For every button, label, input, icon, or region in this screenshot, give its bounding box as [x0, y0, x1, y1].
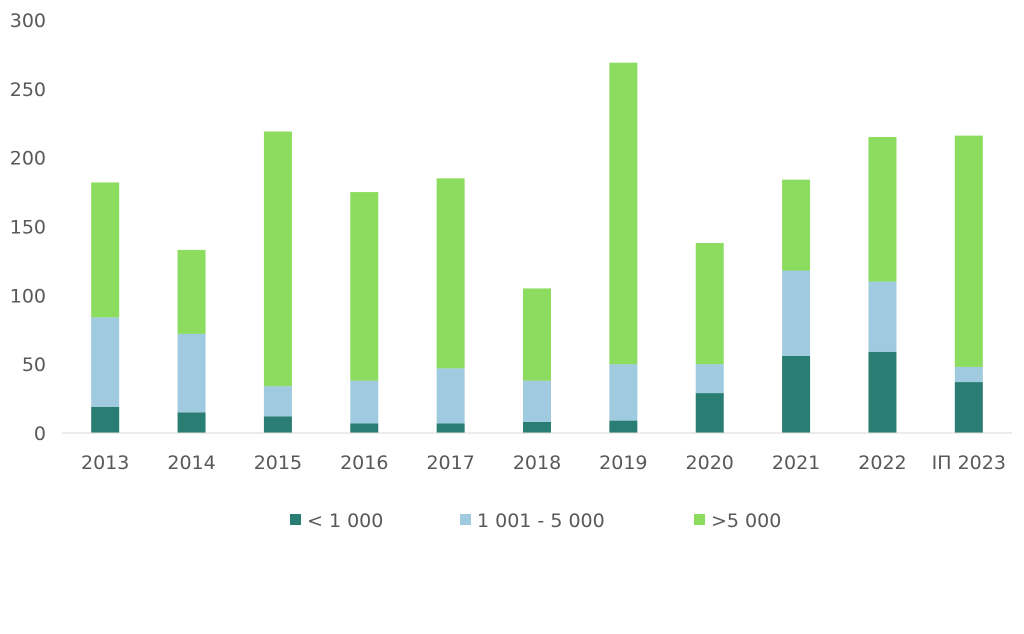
bar-segment-3-2015 [263, 131, 292, 387]
bar-segment-3-іп-2023 [954, 135, 983, 367]
x-tick-label: 2020 [686, 452, 734, 474]
bar-segment-1-2016 [350, 423, 379, 433]
x-tick-label: 2015 [254, 452, 302, 474]
legend: < 1 000 1 001 - 5 000 >5 000 [290, 510, 781, 532]
bar-segment-2-2014 [177, 333, 206, 413]
bar-segment-2-2018 [523, 380, 551, 422]
legend-swatch-2 [460, 514, 471, 525]
y-tick-label: 0 [34, 423, 46, 445]
bar-segment-1-2022 [868, 351, 897, 433]
bar-segment-3-2014 [177, 249, 206, 334]
legend-label-2: 1 001 - 5 000 [477, 510, 605, 532]
legend-swatch-3 [694, 514, 705, 525]
bar-segment-2-2015 [263, 386, 292, 417]
bar-segment-3-2017 [436, 178, 465, 369]
bar-segment-1-2019 [609, 420, 638, 433]
x-tick-label: 2022 [858, 452, 906, 474]
bar-segment-1-2021 [782, 355, 811, 433]
bar-segment-2-2020 [695, 364, 724, 394]
bar-segment-1-2020 [695, 393, 724, 433]
y-tick-label: 150 [10, 217, 46, 239]
y-tick-label: 50 [22, 354, 46, 376]
x-tick-label: 2016 [340, 452, 388, 474]
x-tick-label: 2019 [599, 452, 647, 474]
bar-segment-1-2014 [177, 412, 206, 433]
bar-segment-1-2018 [523, 421, 551, 433]
bar-segment-2-2019 [609, 364, 638, 421]
x-tick-label: 2018 [513, 452, 561, 474]
bar-segment-1-2013 [91, 406, 120, 433]
legend-label-3: >5 000 [711, 510, 781, 532]
y-axis: 0 50 100 150 200 250 300 [10, 10, 46, 445]
bar-segment-3-2013 [91, 182, 120, 318]
bar-segment-1-іп-2023 [954, 382, 983, 433]
x-tick-label: 2017 [426, 452, 474, 474]
bars [91, 62, 983, 433]
bar-segment-2-2013 [91, 317, 120, 407]
bar-segment-1-2015 [263, 416, 292, 433]
bar-segment-3-2016 [350, 192, 379, 381]
bar-segment-3-2020 [695, 243, 724, 365]
legend-label-1: < 1 000 [307, 510, 383, 532]
bar-segment-3-2018 [523, 288, 551, 381]
y-tick-label: 250 [10, 79, 46, 101]
x-tick-label: 2021 [772, 452, 820, 474]
bar-segment-2-2022 [868, 281, 897, 352]
bar-segment-1-2017 [436, 423, 465, 433]
x-axis: 2013 2014 2015 2016 2017 2018 2019 2020 2021 2022… [81, 452, 1006, 474]
y-tick-label: 300 [10, 10, 46, 32]
x-tick-label: 2013 [81, 452, 129, 474]
x-tick-label: 2014 [167, 452, 215, 474]
x-tick-label: ІП 2023 [932, 452, 1006, 474]
y-tick-label: 100 [10, 285, 46, 307]
bar-segment-2-іп-2023 [954, 366, 983, 383]
bar-segment-3-2022 [868, 137, 897, 282]
bar-segment-3-2019 [609, 62, 638, 365]
y-tick-label: 200 [10, 148, 46, 170]
bar-segment-2-2017 [436, 368, 465, 424]
bar-segment-3-2021 [782, 179, 811, 271]
bar-segment-2-2021 [782, 270, 811, 356]
legend-swatch-1 [290, 514, 301, 525]
bar-segment-2-2016 [350, 380, 379, 424]
